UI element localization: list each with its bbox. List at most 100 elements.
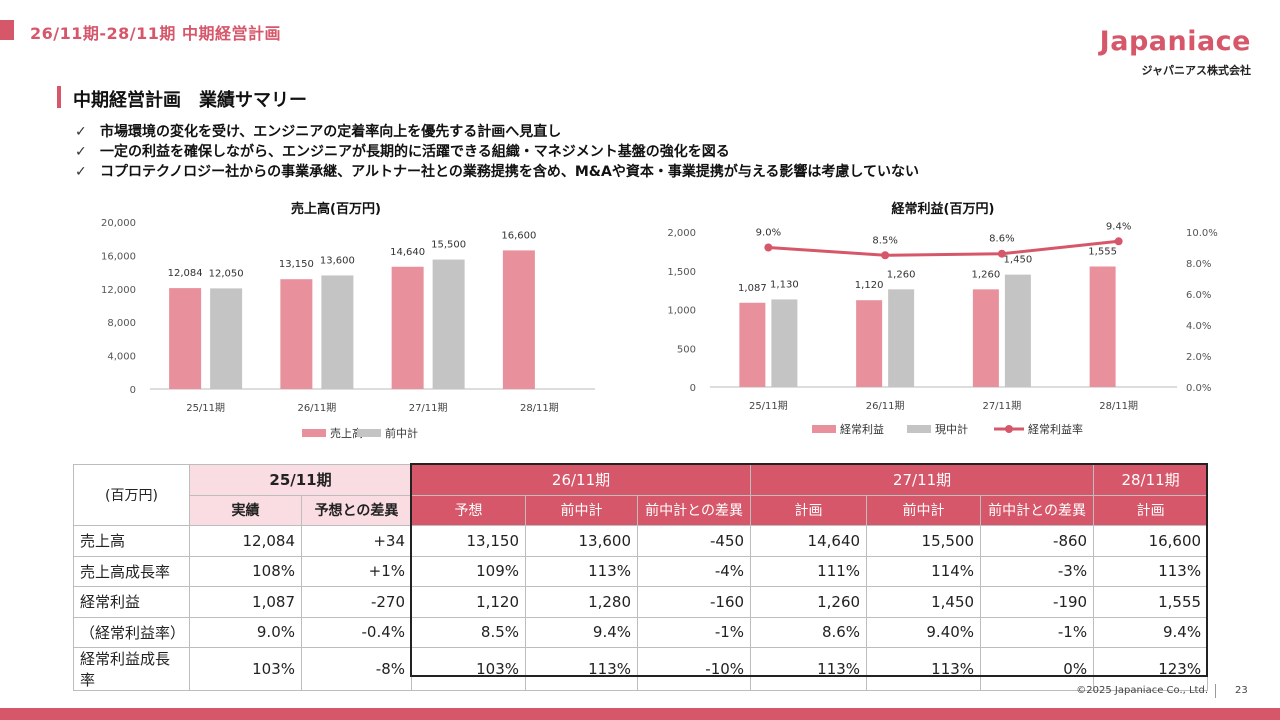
data-label: 1,450 [1004, 255, 1033, 266]
table-row: 経常利益 1,087 -270 1,120 1,280 -160 1,260 1,450 -19… [73, 586, 1209, 618]
data-label: 1,260 [972, 269, 1001, 280]
sub-header: 計画 [750, 494, 868, 526]
legend-label: 前中計 [385, 426, 418, 440]
line-point [764, 243, 773, 252]
table-cell: -270 [300, 586, 413, 618]
performance-table: (百万円) 25/11期 26/11期 27/11期 28/11期 実績 予想と… [73, 464, 1209, 691]
bar-売上高 [391, 266, 424, 389]
bar-前中計 [321, 275, 354, 389]
line-data-label: 8.6% [989, 234, 1014, 245]
data-label: 15,500 [431, 240, 466, 251]
bar-経常利益 [856, 300, 883, 387]
header-marker [0, 20, 14, 40]
period-header-26: 26/11期 [411, 464, 752, 496]
legend-swatch [357, 429, 381, 437]
table-cell: 1,260 [750, 586, 868, 618]
table-cell: 123% [1093, 647, 1209, 691]
bottom-bar [0, 708, 1280, 720]
line-data-label: 9.0% [756, 228, 781, 239]
x-tick-label: 25/11期 [186, 402, 225, 414]
sub-header: 前中計との差異 [980, 494, 1095, 526]
table-cell: 0% [980, 647, 1095, 691]
data-label: 12,050 [209, 268, 244, 279]
bar-前中計 [432, 259, 465, 389]
table-cell: 8.5% [411, 616, 527, 648]
data-label: 1,087 [738, 283, 767, 294]
y-tick-label: 2,000 [667, 228, 696, 239]
sales-chart-title: 売上高(百万円) [291, 202, 381, 217]
legend-line-marker [1005, 425, 1013, 433]
table-cell: 9.4% [1093, 616, 1209, 648]
legend-label: 経常利益 [840, 422, 884, 436]
table-cell: 8.6% [750, 616, 868, 648]
sub-header: 計画 [1093, 494, 1209, 526]
bullet-text: 一定の利益を確保しながら、エンジニアが長期的に活躍できる組織・マネジメント基盤の… [100, 144, 730, 160]
data-label: 1,130 [770, 279, 799, 290]
legend-swatch [302, 429, 326, 437]
line-data-label: 9.4% [1106, 221, 1131, 232]
data-label: 14,640 [390, 247, 425, 258]
table-cell: -860 [980, 525, 1095, 557]
y-tick-label: 500 [677, 344, 696, 355]
table-cell: 1,087 [189, 586, 302, 618]
sales-chart: 0 4,000 8,000 12,000 16,000 20,000 25/11期 12,08… [101, 218, 595, 440]
company-logo: Japaniace [1099, 26, 1251, 57]
table-cell: +34 [300, 525, 413, 557]
table-cell: 109% [411, 555, 527, 587]
table-cell: 9.0% [189, 616, 302, 648]
bullet-text: 市場環境の変化を受け、エンジニアの定着率向上を優先する計画へ見直し [100, 124, 562, 140]
x-tick-label: 27/11期 [409, 402, 448, 414]
y-tick-label: 1,500 [667, 267, 696, 278]
table-cell: 114% [866, 555, 982, 587]
row-label: （経常利益率） [73, 616, 190, 648]
x-tick-label: 28/11期 [520, 402, 559, 414]
legend-label: 経常利益率 [1028, 422, 1083, 436]
period-header-28: 28/11期 [1093, 464, 1209, 496]
y2-tick-label: 8.0% [1186, 259, 1211, 270]
table-cell: -10% [637, 647, 752, 691]
table-cell: 9.40% [866, 616, 982, 648]
data-label: 1,555 [1088, 246, 1117, 257]
table-cell: -1% [637, 616, 752, 648]
unit-label: (百万円) [73, 464, 190, 526]
line-data-label: 8.5% [872, 235, 897, 246]
bullet-list: ✓ 市場環境の変化を受け、エンジニアの定着率向上を優先する計画へ見直し ✓ 一定の利… [75, 122, 919, 182]
line-経常利益率 [768, 239, 1119, 257]
data-label: 1,120 [855, 280, 884, 291]
table-cell: 13,150 [411, 525, 527, 557]
x-tick-label: 26/11期 [297, 402, 336, 414]
sub-header: 前中計との差異 [637, 494, 752, 526]
table-cell: -4% [637, 555, 752, 587]
check-icon: ✓ [75, 124, 87, 140]
legend-swatch [812, 425, 836, 433]
x-tick-label: 28/11期 [1099, 400, 1138, 412]
y-tick-label: 20,000 [101, 218, 136, 229]
bar-売上高 [280, 279, 313, 389]
data-label: 13,600 [320, 255, 355, 266]
line-point [997, 249, 1006, 258]
table-cell: 113% [525, 647, 639, 691]
table-cell: -8% [300, 647, 413, 691]
table-cell: 1,120 [411, 586, 527, 618]
table-cell: 113% [866, 647, 982, 691]
legend-swatch [907, 425, 931, 433]
table-cell: -0.4% [300, 616, 413, 648]
sub-header: 前中計 [525, 494, 639, 526]
table-cell: 103% [411, 647, 527, 691]
table-cell: 108% [189, 555, 302, 587]
check-icon: ✓ [75, 164, 87, 180]
bullet-item: ✓ コプロテクノロジー社からの事業承継、アルトナー社との業務提携を含め、M&Aや資… [75, 162, 919, 182]
bullet-text: コプロテクノロジー社からの事業承継、アルトナー社との業務提携を含め、M&Aや資本… [100, 164, 920, 180]
y2-tick-label: 6.0% [1186, 290, 1211, 301]
period-header-27: 27/11期 [750, 464, 1095, 496]
footer-separator [1215, 684, 1216, 698]
table-cell: 15,500 [866, 525, 982, 557]
y2-tick-label: 10.0% [1186, 228, 1218, 239]
line-point [1114, 237, 1123, 246]
company-name: ジャパニアス株式会社 [1141, 64, 1251, 77]
y-tick-label: 4,000 [107, 352, 136, 363]
table-cell: 113% [525, 555, 639, 587]
table-row: （経常利益率） 9.0% -0.4% 8.5% 9.4% -1% 8.6% 9.40% -1% 9… [73, 616, 1209, 648]
bar-経常利益 [1089, 266, 1116, 387]
sub-header: 予想との差異 [300, 494, 413, 526]
